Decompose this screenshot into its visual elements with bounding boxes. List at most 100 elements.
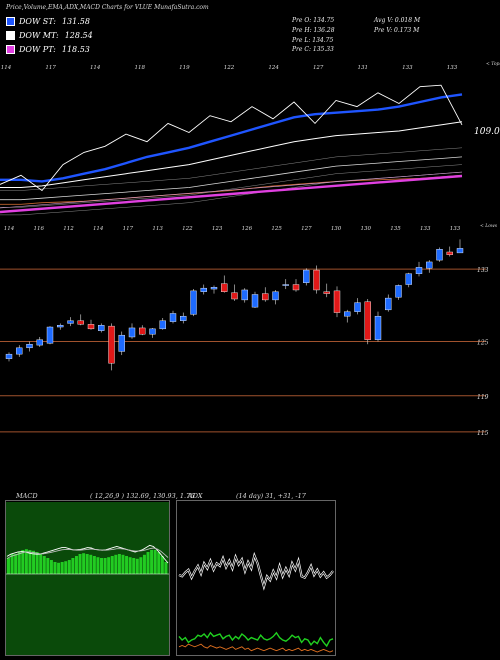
ema-top-tick-label: 114 xyxy=(90,65,101,71)
ema-top-tick-label: 127 xyxy=(313,65,324,71)
macd-histogram-bar xyxy=(32,550,36,574)
macd-histogram-bar xyxy=(125,556,129,574)
candle-body xyxy=(272,291,279,301)
candle-body xyxy=(221,283,228,292)
macd-histogram-bar xyxy=(132,558,136,574)
ema-price-line xyxy=(0,84,463,192)
macd-histogram-bar xyxy=(85,554,89,574)
macd-histogram-bar xyxy=(17,552,21,574)
ema-series-line xyxy=(0,121,463,188)
candle xyxy=(364,299,371,345)
candle-body xyxy=(354,302,361,312)
candle xyxy=(180,312,187,324)
candle xyxy=(405,272,412,288)
candle-body xyxy=(67,320,74,324)
ema-top-tick-label: 124 xyxy=(268,65,279,71)
candle-body xyxy=(26,344,33,349)
candle-body xyxy=(190,290,197,315)
price-top-tick-label: 130 xyxy=(331,226,342,232)
candle xyxy=(108,323,115,371)
macd-histogram-bar xyxy=(153,550,157,574)
macd-histogram-bar xyxy=(28,550,32,574)
macd-histogram-bar xyxy=(121,554,125,574)
macd-histogram-bar xyxy=(74,556,78,574)
macd-histogram-bar xyxy=(146,552,150,574)
price-top-tick-label: 133 xyxy=(450,226,461,232)
macd-histogram-bar xyxy=(89,554,93,574)
macd-histogram-bar xyxy=(96,557,100,574)
candle-body xyxy=(426,261,433,269)
price-top-tick-label: 126 xyxy=(242,226,253,232)
candle xyxy=(446,246,453,257)
candle-body xyxy=(395,285,402,298)
candle xyxy=(374,311,382,342)
candle-body xyxy=(333,290,341,313)
legend-dow-pt: DOW PT: 118.53 xyxy=(6,45,90,54)
candle xyxy=(26,341,33,352)
macd-histogram-bar xyxy=(128,557,132,574)
macd-histogram-bar xyxy=(78,554,82,574)
candle xyxy=(241,288,248,303)
macd-histogram-bar xyxy=(142,554,146,574)
macd-histogram-bar xyxy=(160,556,164,574)
macd-histogram-bar xyxy=(114,554,118,574)
candle-body xyxy=(108,325,115,364)
ema-band-line xyxy=(0,147,463,191)
stat-close: Pre C: 135.33 xyxy=(292,46,334,53)
macd-histogram-bar xyxy=(64,561,68,574)
macd-histogram-bar xyxy=(24,549,28,574)
candle xyxy=(139,325,146,336)
stat-low: Pre L: 134.75 xyxy=(292,37,334,44)
candle-body xyxy=(415,267,423,274)
price-lows-label: < Lows xyxy=(480,223,498,229)
candle xyxy=(251,291,259,309)
candle-body xyxy=(364,301,371,340)
candle-body xyxy=(344,311,351,317)
candle xyxy=(231,284,238,301)
price-top-tick-label: 123 xyxy=(212,226,223,232)
candle-body xyxy=(36,339,43,346)
candle xyxy=(128,323,136,339)
price-axis-label: 125 xyxy=(477,340,489,347)
legend-label: DOW PT: xyxy=(19,45,56,54)
price-top-tick-label: 127 xyxy=(301,226,312,232)
ema-top-tick-label: 117 xyxy=(45,65,56,71)
adx-minus-di-line xyxy=(178,643,334,653)
macd-histogram-bar xyxy=(164,562,168,574)
candle-body xyxy=(446,251,453,255)
candle-body xyxy=(169,313,177,322)
legend-label: DOW ST: xyxy=(19,17,56,26)
candle-body xyxy=(139,327,146,335)
candle xyxy=(426,260,433,273)
macd-histogram-bar xyxy=(150,550,154,574)
macd-histogram-bar xyxy=(67,560,71,574)
candle xyxy=(67,317,74,327)
macd-histogram-bar xyxy=(57,562,61,574)
candle xyxy=(200,284,207,295)
candle xyxy=(87,319,95,330)
ema-top-tick-label: 118 xyxy=(135,65,146,71)
candle-body xyxy=(241,289,248,301)
candle xyxy=(190,289,197,317)
macd-histogram-bar xyxy=(7,558,10,574)
candle-body xyxy=(128,327,136,338)
candle-body xyxy=(98,325,105,331)
candle xyxy=(415,261,423,277)
candle xyxy=(98,323,105,333)
candle xyxy=(282,279,289,290)
legend-swatch xyxy=(6,31,15,40)
candle-body xyxy=(16,347,23,355)
legend-swatch xyxy=(6,45,15,54)
stat-high: Pre H: 136.28 xyxy=(292,27,335,34)
adx-title: ADX xyxy=(188,492,203,500)
ema-chart: 114 117 114 118 119 122 124 127 131 133 133 < Tops 1… xyxy=(0,61,500,216)
candle-body xyxy=(231,292,238,300)
macd-histogram-bar xyxy=(14,554,18,574)
adx-line-core xyxy=(178,554,334,589)
macd-histogram-bar xyxy=(107,557,111,574)
macd-histogram-bar xyxy=(10,554,14,574)
candle xyxy=(77,314,84,326)
macd-histogram-bar xyxy=(35,552,39,574)
candle-body xyxy=(262,293,269,301)
price-top-tick-label: 130 xyxy=(361,226,372,232)
